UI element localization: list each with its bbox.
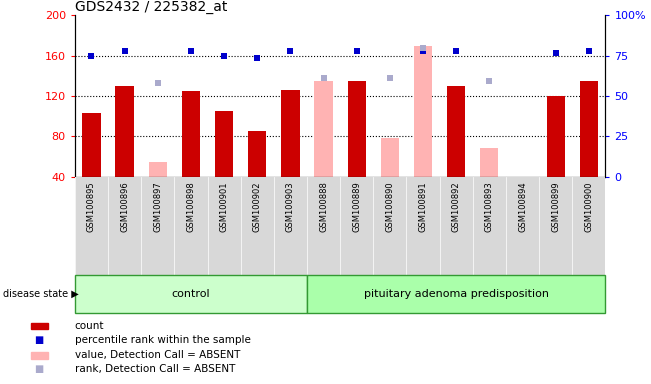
- Text: GSM100893: GSM100893: [485, 182, 494, 232]
- Bar: [248, 131, 266, 177]
- Text: GSM100903: GSM100903: [286, 182, 295, 232]
- Bar: [414, 86, 432, 177]
- Text: GSM100892: GSM100892: [452, 182, 461, 232]
- Text: value, Detection Call = ABSENT: value, Detection Call = ABSENT: [75, 350, 240, 360]
- Bar: [547, 96, 565, 177]
- Bar: [281, 90, 299, 177]
- Bar: [580, 81, 598, 177]
- Text: pituitary adenoma predisposition: pituitary adenoma predisposition: [364, 289, 549, 299]
- Text: GSM100897: GSM100897: [153, 182, 162, 232]
- Text: GSM100889: GSM100889: [352, 182, 361, 232]
- Text: GSM100898: GSM100898: [186, 182, 195, 232]
- Text: GSM100888: GSM100888: [319, 182, 328, 232]
- Text: GDS2432 / 225382_at: GDS2432 / 225382_at: [75, 0, 227, 14]
- Bar: [480, 149, 499, 177]
- Bar: [414, 46, 432, 177]
- Text: GSM100890: GSM100890: [385, 182, 395, 232]
- Text: GSM100894: GSM100894: [518, 182, 527, 232]
- Bar: [82, 113, 100, 177]
- Text: GSM100896: GSM100896: [120, 182, 129, 232]
- Text: GSM100902: GSM100902: [253, 182, 262, 232]
- Bar: [148, 162, 167, 177]
- Text: disease state ▶: disease state ▶: [3, 289, 79, 299]
- FancyBboxPatch shape: [75, 275, 307, 313]
- Text: count: count: [75, 321, 104, 331]
- Text: GSM100891: GSM100891: [419, 182, 428, 232]
- Text: ■: ■: [35, 364, 44, 374]
- Text: ■: ■: [35, 335, 44, 345]
- Bar: [215, 111, 233, 177]
- Text: control: control: [172, 289, 210, 299]
- FancyBboxPatch shape: [307, 275, 605, 313]
- Bar: [447, 86, 465, 177]
- Text: rank, Detection Call = ABSENT: rank, Detection Call = ABSENT: [75, 364, 235, 374]
- Text: percentile rank within the sample: percentile rank within the sample: [75, 335, 251, 345]
- Bar: [381, 138, 399, 177]
- Bar: [314, 81, 333, 177]
- Bar: [348, 81, 366, 177]
- Bar: [115, 86, 133, 177]
- Text: GSM100895: GSM100895: [87, 182, 96, 232]
- Text: GSM100899: GSM100899: [551, 182, 561, 232]
- Text: GSM100900: GSM100900: [585, 182, 593, 232]
- Text: GSM100901: GSM100901: [219, 182, 229, 232]
- Bar: [182, 91, 200, 177]
